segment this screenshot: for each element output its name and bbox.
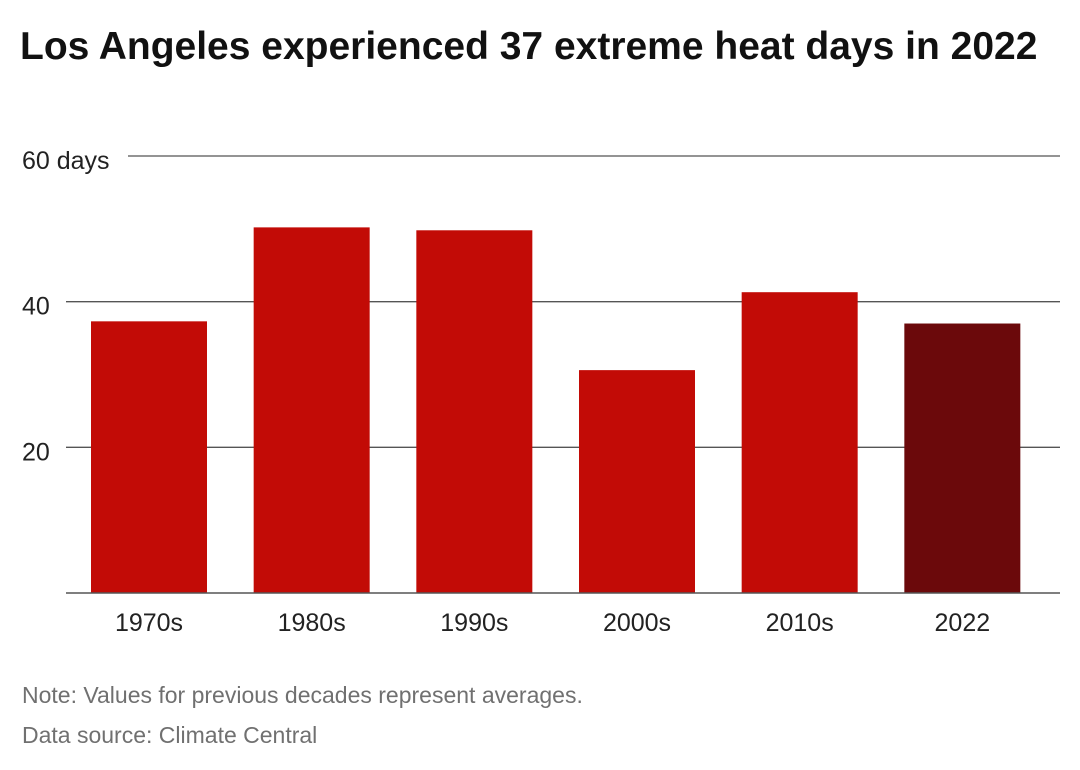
x-tick-label: 2010s	[766, 609, 834, 637]
data-source: Data source: Climate Central	[22, 722, 318, 748]
x-tick-label: 1990s	[440, 609, 508, 637]
bar-2022	[904, 323, 1021, 593]
y-tick-label: 20	[22, 438, 50, 466]
chart-note: Note: Values for previous decades repres…	[22, 682, 583, 708]
x-tick-labels: 1970s 1980s 1990s 2000s 2010s 2022	[115, 609, 990, 637]
gridlines	[66, 155, 1060, 448]
y-tick-label: 60 days	[22, 147, 110, 175]
x-tick-label: 2000s	[603, 609, 671, 637]
bar-1970s	[91, 321, 207, 593]
y-tick-labels: 20 40 60 days	[22, 147, 110, 466]
x-tick-label: 1980s	[278, 609, 346, 637]
x-tick-label: 1970s	[115, 609, 183, 637]
bar-1990s	[416, 230, 533, 594]
x-tick-label: 2022	[935, 609, 991, 637]
y-tick-label: 40	[22, 293, 50, 321]
bar-2010s	[741, 292, 858, 593]
bars	[91, 227, 1021, 594]
bar-1980s	[253, 227, 370, 594]
chart-title: Los Angeles experienced 37 extreme heat …	[20, 25, 1038, 68]
bar-2000s	[579, 370, 695, 593]
